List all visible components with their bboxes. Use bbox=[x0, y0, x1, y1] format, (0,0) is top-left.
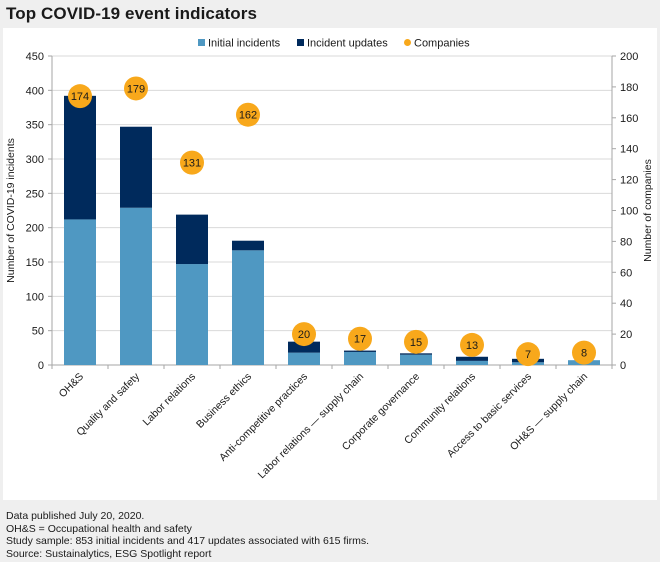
category-label: Labor relations bbox=[141, 371, 199, 429]
y-tick-label-left: 0 bbox=[38, 360, 44, 372]
bar-initial-incidents bbox=[400, 354, 432, 365]
bar-initial-incidents bbox=[344, 351, 376, 365]
legend-label: Initial incidents bbox=[208, 38, 281, 50]
bubble-companies bbox=[348, 326, 372, 351]
bar-incident-updates bbox=[456, 356, 488, 361]
bubble-label: 20 bbox=[298, 329, 310, 341]
y-tick-label-right: 80 bbox=[620, 236, 632, 248]
y-axis-title-right: Number of companies bbox=[642, 159, 654, 262]
chart-panel bbox=[3, 28, 657, 500]
bar-incident-updates bbox=[176, 214, 208, 265]
legend-swatch bbox=[297, 39, 304, 46]
bubble-label: 13 bbox=[466, 340, 478, 352]
legend: Initial incidents Incident updates Compani… bbox=[198, 38, 470, 50]
bar-incident-updates bbox=[400, 353, 432, 355]
legend-swatch bbox=[404, 39, 411, 46]
bar-initial-incidents bbox=[176, 264, 208, 365]
note-source: Source: Sustainalytics, ESG Spotlight re… bbox=[6, 547, 212, 560]
y-axis-title-left: Number of COVID-19 incidents bbox=[5, 138, 17, 283]
bubble-companies bbox=[292, 322, 316, 347]
bubble-companies bbox=[460, 332, 484, 357]
y-tick-label-left: 300 bbox=[26, 154, 44, 166]
chart-notes: Data published July 20, 2020. OH&S = Occ… bbox=[6, 510, 369, 560]
y-tick-label-right: 60 bbox=[620, 267, 632, 279]
y-tick-label-right: 200 bbox=[620, 51, 638, 63]
note-sample: Study sample: 853 initial incidents and … bbox=[6, 535, 370, 547]
y-tick-label-right: 20 bbox=[620, 329, 632, 341]
bubble-label: 162 bbox=[239, 110, 257, 122]
legend-swatch bbox=[198, 39, 205, 46]
y-tick-label-right: 180 bbox=[620, 82, 638, 94]
y-tick-label-left: 200 bbox=[26, 223, 44, 235]
bubbles: 174 179 131 162 20 17 15 13 7 8 bbox=[68, 76, 596, 367]
y-tick-label-right: 100 bbox=[620, 206, 638, 218]
bubble-companies bbox=[124, 76, 148, 101]
note-published: Data published July 20, 2020. bbox=[6, 510, 145, 522]
bar-initial-incidents bbox=[120, 207, 152, 365]
y-tick-label-right: 140 bbox=[620, 144, 638, 156]
y-tick-label-right: 0 bbox=[620, 360, 626, 372]
legend-item: Companies bbox=[404, 38, 470, 50]
category-label: Labor relations — supply chain bbox=[256, 371, 367, 482]
legend-item: Incident updates bbox=[297, 38, 388, 50]
bar-initial-incidents bbox=[456, 360, 488, 365]
bubble-label: 179 bbox=[127, 83, 145, 95]
bar-initial-incidents bbox=[232, 250, 264, 365]
bubble-companies bbox=[180, 150, 204, 175]
bubble-label: 174 bbox=[71, 91, 89, 103]
category-label: Business ethics bbox=[194, 371, 254, 431]
legend-label: Incident updates bbox=[307, 38, 388, 50]
bubble-label: 15 bbox=[410, 337, 422, 349]
legend-item: Initial incidents bbox=[198, 38, 281, 50]
y-tick-label-left: 150 bbox=[26, 257, 44, 269]
bar-incident-updates bbox=[64, 95, 96, 220]
bubble-companies bbox=[572, 340, 596, 365]
axes: 0 50 100 150 200 250 300 350 400 450 0 20 40 60 80 100 1… bbox=[5, 51, 654, 372]
y-tick-label-right: 40 bbox=[620, 298, 632, 310]
bars bbox=[64, 95, 600, 365]
y-tick-label-left: 350 bbox=[26, 120, 44, 132]
y-tick-label-left: 450 bbox=[26, 51, 44, 63]
bar-initial-incidents bbox=[64, 219, 96, 365]
bubble-label: 8 bbox=[581, 348, 587, 360]
y-tick-label-left: 50 bbox=[32, 326, 44, 338]
chart-title: Top COVID-19 event indicators bbox=[6, 4, 258, 23]
legend-label: Companies bbox=[414, 38, 470, 50]
bubble-companies bbox=[68, 84, 92, 109]
category-label: OH&S bbox=[57, 371, 87, 401]
bar-incident-updates bbox=[232, 240, 264, 251]
note-abbreviation: OH&S = Occupational health and safety bbox=[6, 522, 192, 535]
bar-incident-updates bbox=[344, 350, 376, 352]
y-tick-label-right: 120 bbox=[620, 175, 638, 187]
y-tick-label-right: 160 bbox=[620, 113, 638, 125]
bar-initial-incidents bbox=[288, 352, 320, 365]
bar-incident-updates bbox=[288, 341, 320, 353]
y-tick-label-left: 400 bbox=[26, 85, 44, 97]
bubble-label: 7 bbox=[525, 349, 531, 361]
y-tick-label-left: 100 bbox=[26, 291, 44, 303]
bar-incident-updates bbox=[120, 126, 152, 208]
y-tick-label-left: 250 bbox=[26, 188, 44, 200]
bubble-companies bbox=[516, 342, 540, 367]
bubble-companies bbox=[236, 102, 260, 127]
bubble-label: 17 bbox=[354, 334, 366, 346]
bubble-companies bbox=[404, 329, 428, 354]
bubble-label: 131 bbox=[183, 158, 201, 170]
